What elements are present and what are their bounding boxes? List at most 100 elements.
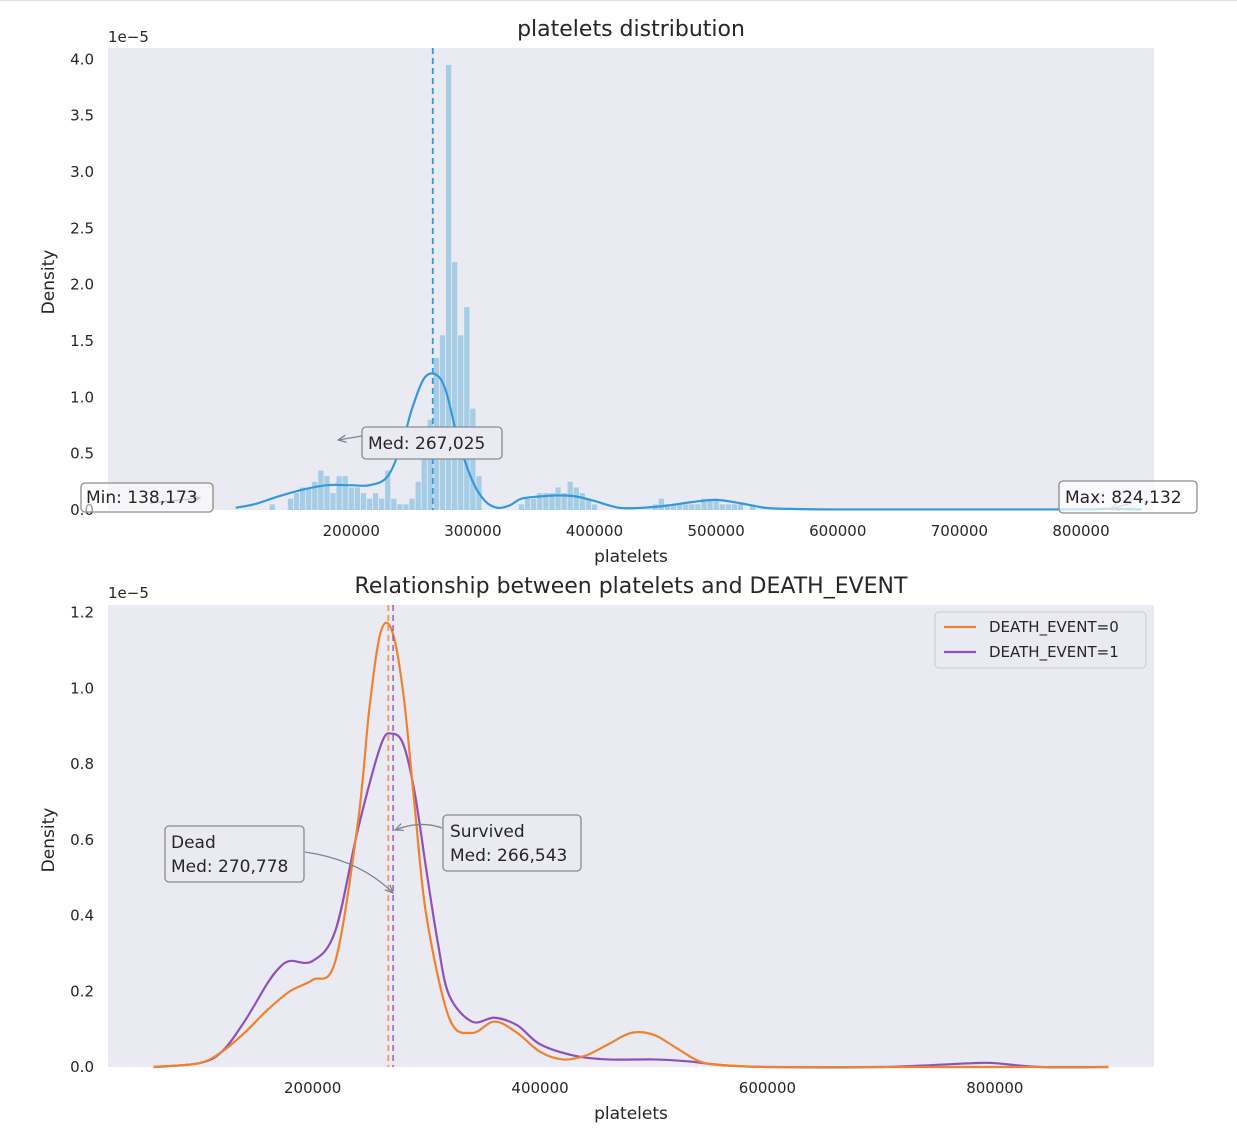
- histogram-bar: [312, 481, 318, 510]
- histogram-bar: [464, 307, 470, 510]
- histogram-bar: [670, 504, 677, 510]
- y-tick-label: 0.5: [70, 445, 94, 463]
- legend-label-0: DEATH_EVENT=0: [989, 618, 1119, 637]
- legend: DEATH_EVENT=0 DEATH_EVENT=1: [934, 611, 1147, 669]
- histogram-bar: [524, 498, 531, 510]
- histogram-bar: [561, 493, 567, 510]
- histogram-bar: [348, 487, 354, 510]
- histogram-bar: [318, 470, 324, 510]
- histogram-bar: [737, 504, 744, 510]
- annotation-survived: Survived Med: 266,543: [395, 814, 582, 872]
- histogram-bar: [719, 504, 725, 510]
- histogram-bar: [677, 504, 683, 510]
- histogram-bar: [725, 504, 731, 510]
- y-tick-label: 1.0: [70, 679, 94, 697]
- histogram-bar: [342, 476, 348, 510]
- y-axis-label: Density: [39, 808, 59, 873]
- histogram-bar: [397, 504, 403, 510]
- histogram-bar: [372, 493, 379, 510]
- x-tick-label: 600000: [739, 1079, 796, 1097]
- platelets-death-event-chart: Relationship between platelets and DEATH…: [39, 574, 1154, 1124]
- histogram-bar: [451, 262, 458, 510]
- chart-title: Relationship between platelets and DEATH…: [355, 574, 908, 599]
- y-tick-label: 0.6: [70, 831, 94, 849]
- histogram-bar: [293, 493, 300, 510]
- histogram-bar: [537, 493, 543, 510]
- annotation-survived-line1: Survived: [450, 822, 525, 842]
- y-scale-label: 1e−5: [108, 584, 149, 602]
- plot-area: [108, 48, 1154, 510]
- histogram-bar: [518, 504, 525, 510]
- x-tick-label: 200000: [323, 522, 380, 540]
- histogram-bar: [549, 493, 555, 510]
- annotation-median: Med: 267,025: [338, 426, 503, 460]
- x-tick-label: 500000: [688, 522, 745, 540]
- y-tick-label: 0.4: [70, 907, 94, 925]
- histogram-bar: [695, 504, 701, 510]
- histogram-bar: [749, 504, 756, 510]
- annotation-min: Min: 138,173: [80, 482, 214, 513]
- y-scale-label: 1e−5: [108, 28, 149, 46]
- annotation-dead-line1: Dead: [171, 833, 216, 853]
- histogram-bar: [421, 459, 427, 510]
- histogram-bar: [354, 487, 360, 510]
- x-tick-label: 400000: [566, 522, 623, 540]
- histogram-bar: [409, 498, 415, 510]
- y-tick-label: 3.5: [70, 107, 94, 125]
- histogram-bar: [379, 498, 385, 510]
- histogram-bar: [427, 419, 433, 510]
- y-tick-label: 1.0: [70, 388, 94, 406]
- y-axis-label: Density: [39, 250, 59, 315]
- histogram-bar: [330, 493, 336, 510]
- x-tick-label: 700000: [931, 522, 988, 540]
- y-tick-label: 0.8: [70, 755, 94, 773]
- kde-curve: [235, 372, 1142, 511]
- y-tick-label: 0.2: [70, 982, 94, 1000]
- y-tick-label: 2.5: [70, 219, 94, 237]
- histogram-bar: [543, 493, 549, 510]
- y-tick-label: 2.0: [70, 276, 94, 294]
- x-axis-label: platelets: [594, 547, 668, 567]
- x-axis-label: platelets: [594, 1104, 668, 1124]
- histogram-bar: [591, 504, 598, 510]
- y-tick-label: 1.2: [70, 604, 94, 622]
- histogram-bar: [689, 504, 695, 510]
- annotation-min-text: Min: 138,173: [86, 488, 198, 508]
- histogram-bar: [366, 498, 373, 510]
- histogram-bar: [555, 487, 561, 510]
- histogram-bar: [658, 498, 665, 510]
- histogram-bar: [683, 504, 689, 510]
- histogram-bar: [287, 498, 294, 510]
- histogram-bar: [458, 335, 464, 510]
- platelets-distribution-chart: platelets distribution 1e−5 0.00.51.01.5…: [39, 17, 1198, 567]
- x-tick-label: 600000: [809, 522, 866, 540]
- annotation-dead: Dead Med: 270,778: [164, 825, 393, 893]
- y-tick-label: 4.0: [70, 50, 94, 68]
- histogram-bar: [403, 504, 409, 510]
- histogram-bar: [713, 498, 719, 510]
- histogram-bar: [573, 487, 579, 510]
- chart-title: platelets distribution: [517, 17, 745, 42]
- y-tick-labels: 0.0 0.2 0.4 0.6 0.8 1.0 1.2: [70, 604, 94, 1076]
- median-lines: [387, 605, 395, 1067]
- histogram-bar: [579, 493, 585, 510]
- histogram-bar: [531, 498, 537, 510]
- x-tick-labels: 200000 400000 600000 800000: [284, 1079, 1023, 1097]
- histogram-bar: [385, 470, 391, 510]
- annotation-median-text: Med: 267,025: [368, 434, 485, 454]
- x-tick-label: 200000: [284, 1079, 341, 1097]
- histogram-bar: [269, 504, 275, 510]
- x-tick-label: 800000: [966, 1079, 1023, 1097]
- legend-label-1: DEATH_EVENT=1: [989, 643, 1119, 662]
- kde-curve-0: [153, 621, 1109, 1069]
- histogram-bar: [707, 498, 713, 510]
- x-tick-label: 300000: [444, 522, 501, 540]
- histogram-bar: [445, 64, 452, 510]
- histogram-bar: [360, 493, 367, 510]
- x-tick-labels: 200000 300000 400000 500000 600000 700000 8000…: [323, 522, 1110, 540]
- x-tick-label: 800000: [1052, 522, 1109, 540]
- y-tick-labels: 0.00.51.01.52.02.53.03.54.0: [70, 50, 94, 519]
- histogram-bar: [731, 504, 738, 510]
- y-tick-label: 3.0: [70, 163, 94, 181]
